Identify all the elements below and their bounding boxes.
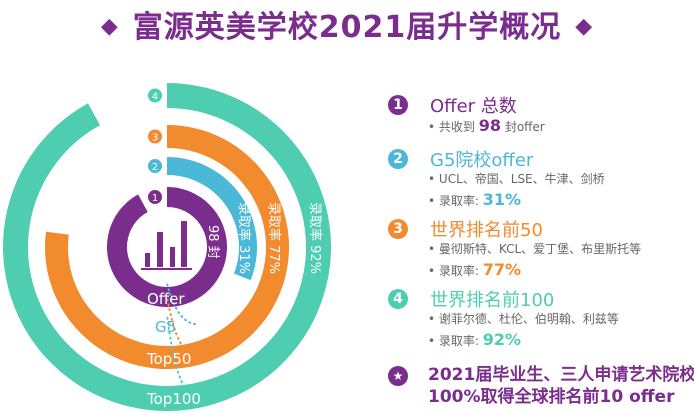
diamond-icon: ◆ [575,14,594,39]
list-item-title: 世界排名前100 [430,290,555,311]
ring-badge [148,159,162,173]
list-item-detail: • 录取率: 31% [428,190,522,209]
ring-badge [148,88,162,103]
list-item-title: G5院校offer [430,150,534,171]
list-item-title: Offer 总数 [430,96,517,117]
ring-badge-number: 4 [152,92,158,103]
ring-value-text: 录取率 92% [306,202,322,275]
ring-arc-g5 [167,157,257,281]
list-item-detail: • 共收到 98 封offer [428,116,545,135]
radial-chart: 1 2 3 4 [2,83,331,411]
ring-value-text: 录取率 31% [236,202,251,275]
ring-badge-number: 3 [152,133,158,144]
diamond-icon: ◆ [100,14,119,39]
ring-arc-offer [107,187,228,307]
leader-dots [166,282,196,325]
title-text: 富源英美学校2021届升学概况 [132,10,562,45]
list-item-detail: • UCL、帝国、LSE、牛津、剑桥 [428,172,605,186]
number-badge-icon: 3 [388,219,408,239]
ring-label: Top100 [147,390,201,408]
number-badge-icon: 4 [388,289,408,309]
ring-value-text: 录取率 77% [265,202,281,275]
ring-badge [148,129,162,144]
page-title: ◆ 富源英美学校2021届升学概况 ◆ [0,2,694,46]
list-item-detail: • 曼彻斯特、KCL、爱丁堡、布里斯托等 [428,242,642,256]
list-item-heading: 1 Offer 总数 [388,92,517,118]
ring-value-text: 98 封 [205,225,220,259]
ring-badge-number: 2 [152,162,158,173]
list-item-detail: • 录取率: 92% [428,330,522,349]
highlight-note: ★ [388,366,408,386]
ring-badge [148,190,162,204]
list-item-heading: 3 世界排名前50 [388,216,543,242]
bar-chart-icon [141,221,192,270]
list-item-detail: • 录取率: 77% [428,260,522,279]
number-badge-icon: 1 [388,95,408,115]
star-icon: ★ [388,366,408,386]
ring-label: G5 [155,318,177,336]
list-item-heading: 4 世界排名前100 [388,286,554,312]
list-item-heading: 2 G5院校offer [388,146,533,172]
ring-badge-number: 1 [152,193,158,204]
ring-label: Top50 [147,350,192,368]
number-badge-icon: 2 [388,149,408,169]
highlight-text: 2021届毕业生、三人申请艺术院校 100%取得全球排名前10 offer [428,365,694,407]
list-item-detail: • 谢菲尔德、杜伦、伯明翰、利兹等 [428,312,619,326]
ring-label: Offer [147,290,185,308]
list-item-title: 世界排名前50 [430,220,543,241]
